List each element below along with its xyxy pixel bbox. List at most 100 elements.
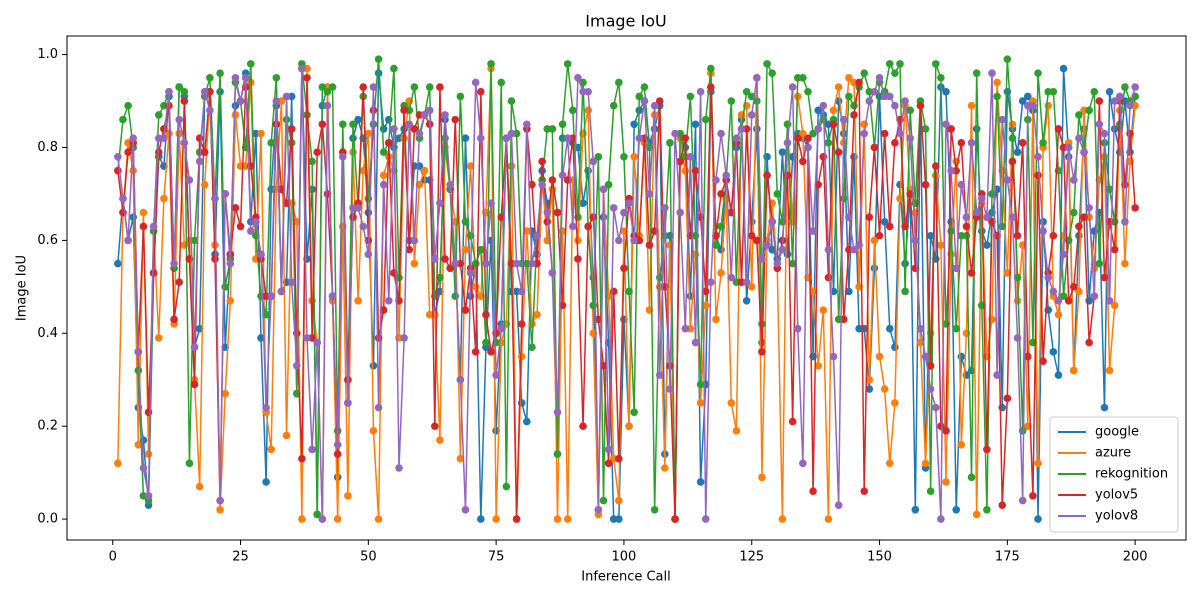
point: [569, 106, 577, 115]
x-tick-label: 150: [867, 550, 892, 565]
point: [942, 427, 950, 435]
point: [1069, 283, 1078, 291]
legend-label: google: [1095, 425, 1139, 440]
point: [839, 115, 848, 124]
point: [640, 83, 649, 91]
point: [1008, 213, 1017, 221]
point: [926, 385, 935, 393]
point: [323, 101, 332, 110]
point: [701, 287, 710, 296]
point: [369, 427, 378, 435]
point: [1121, 83, 1129, 91]
point: [574, 213, 582, 221]
point: [257, 334, 265, 342]
point: [829, 120, 838, 129]
point: [487, 199, 495, 208]
point: [282, 92, 291, 101]
point: [717, 129, 725, 138]
point: [1075, 111, 1083, 119]
point: [747, 231, 756, 240]
point: [962, 213, 971, 221]
point: [180, 139, 189, 147]
point: [246, 60, 255, 68]
point: [1049, 348, 1058, 356]
point: [466, 269, 475, 277]
point: [221, 283, 230, 291]
point: [528, 180, 536, 189]
point: [149, 269, 158, 277]
point: [1049, 231, 1058, 240]
point: [216, 69, 224, 77]
point: [134, 440, 143, 449]
point: [558, 301, 567, 310]
point: [558, 171, 567, 180]
point: [824, 273, 833, 282]
point: [773, 259, 782, 268]
point: [512, 515, 521, 523]
point: [477, 134, 485, 142]
point: [773, 190, 782, 198]
point: [875, 231, 884, 240]
point: [809, 487, 817, 496]
point: [1054, 310, 1063, 319]
point: [1131, 83, 1139, 91]
point: [763, 152, 771, 161]
point: [114, 259, 122, 268]
point: [461, 134, 470, 142]
point: [216, 506, 224, 514]
point: [507, 162, 516, 170]
point: [175, 115, 184, 124]
x-tick-label: 175: [995, 550, 1020, 565]
point: [921, 352, 930, 361]
point: [497, 78, 506, 87]
point: [410, 83, 419, 91]
point: [635, 92, 644, 101]
point: [707, 64, 715, 73]
point: [262, 478, 270, 486]
point: [1018, 496, 1027, 505]
point: [431, 422, 439, 430]
point: [359, 222, 368, 231]
point: [446, 264, 454, 273]
y-axis-label: Image IoU: [15, 255, 30, 321]
point: [267, 292, 276, 300]
point: [431, 255, 439, 263]
point: [604, 180, 613, 189]
point: [231, 111, 240, 119]
point: [487, 60, 495, 68]
point: [1029, 101, 1037, 110]
point: [788, 259, 797, 268]
point: [988, 69, 996, 77]
point: [471, 78, 480, 87]
point: [814, 180, 822, 189]
point: [609, 204, 618, 212]
point: [149, 222, 158, 231]
point: [896, 194, 904, 203]
y-tick-label: 0.8: [37, 140, 58, 155]
point: [1034, 69, 1042, 77]
point: [507, 129, 516, 138]
point: [911, 506, 920, 514]
x-axis-label: Inference Call: [581, 570, 671, 585]
point: [799, 157, 807, 166]
point: [354, 115, 362, 124]
point: [783, 171, 792, 180]
x-tick-label: 200: [1123, 550, 1148, 565]
point: [768, 218, 776, 226]
y-tick-label: 1.0: [37, 47, 58, 62]
point: [1034, 459, 1042, 468]
point: [747, 111, 756, 119]
point: [446, 180, 454, 189]
point: [1059, 250, 1068, 259]
point: [318, 515, 327, 523]
point: [891, 69, 899, 77]
point: [1090, 87, 1099, 96]
point: [691, 338, 700, 347]
point: [742, 296, 751, 305]
point: [354, 296, 362, 305]
point: [666, 139, 674, 147]
point: [548, 176, 557, 184]
point: [809, 227, 817, 235]
point: [747, 283, 756, 291]
